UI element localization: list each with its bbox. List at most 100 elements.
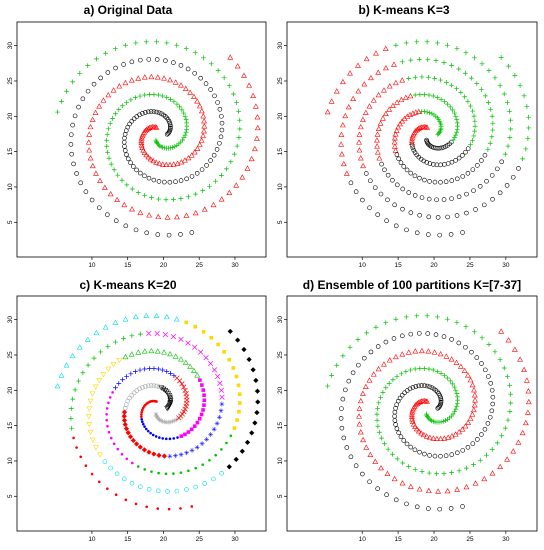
scatter-point <box>155 232 161 237</box>
scatter-point <box>384 492 389 498</box>
scatter-point <box>215 68 221 73</box>
scatter-point <box>350 370 356 376</box>
scatter-point <box>156 366 161 372</box>
scatter-point <box>141 422 145 426</box>
scatter-point <box>148 124 154 130</box>
scatter-point <box>524 104 530 109</box>
y-tick-label: 30 <box>277 42 284 50</box>
scatter-point <box>425 415 431 421</box>
y-tick-label: 10 <box>277 183 284 191</box>
scatter-point <box>445 214 450 220</box>
scatter-point <box>237 117 243 123</box>
scatter-point <box>190 505 194 508</box>
scatter-point <box>143 425 146 428</box>
scatter-point <box>168 125 173 131</box>
scatter-point <box>164 214 171 220</box>
scatter-point <box>392 131 399 137</box>
scatter-point <box>148 109 154 114</box>
scatter-point <box>128 97 134 103</box>
y-tick-label: 5 <box>7 220 14 224</box>
scatter-point <box>138 57 143 63</box>
scatter-point <box>158 418 164 424</box>
scatter-point <box>155 141 160 147</box>
scatter-point <box>123 223 129 229</box>
scatter-point <box>198 137 205 143</box>
scatter-point <box>412 423 419 429</box>
scatter-point <box>100 372 107 378</box>
scatter-point <box>375 423 381 429</box>
scatter-point <box>244 165 251 171</box>
panel-c: c) K-means K=20 10 15 20 25 30 5 10 15 20 25 30 <box>7 278 267 543</box>
scatter-point <box>110 362 117 368</box>
scatter-point <box>129 480 135 486</box>
panel-a-frame <box>16 21 267 258</box>
scatter-point <box>479 61 485 67</box>
scatter-point <box>89 391 96 397</box>
scatter-point <box>105 149 110 155</box>
scatter-point <box>85 362 91 368</box>
scatter-point <box>463 50 469 56</box>
scatter-point <box>409 407 416 413</box>
scatter-point <box>362 383 369 389</box>
scatter-point <box>172 418 178 423</box>
scatter-point <box>422 177 427 183</box>
scatter-point <box>224 166 229 172</box>
scatter-point <box>124 100 129 105</box>
scatter-point <box>435 488 442 494</box>
scatter-point <box>194 372 201 378</box>
y-tick-label: 25 <box>7 351 14 359</box>
scatter-point <box>164 437 168 441</box>
scatter-point <box>198 349 204 355</box>
scatter-point <box>207 360 214 367</box>
scatter-point <box>386 83 393 89</box>
scatter-point <box>469 75 474 81</box>
scatter-point <box>376 400 382 406</box>
y-tick-label: 15 <box>277 148 284 156</box>
scatter-point <box>69 425 75 431</box>
scatter-point <box>485 147 491 152</box>
scatter-point <box>353 463 359 469</box>
scatter-point <box>419 195 425 200</box>
scatter-point <box>441 435 448 441</box>
scatter-point <box>192 209 199 216</box>
scatter-point <box>434 471 439 477</box>
scatter-point <box>123 42 128 48</box>
scatter-point <box>145 109 151 115</box>
scatter-point <box>157 417 163 423</box>
scatter-point <box>356 421 363 427</box>
scatter-point <box>360 436 367 443</box>
scatter-point <box>105 407 109 410</box>
scatter-point <box>122 421 128 428</box>
scatter-point <box>68 406 74 412</box>
scatter-point <box>142 366 148 372</box>
scatter-point <box>105 212 110 217</box>
scatter-point <box>471 402 478 408</box>
scatter-point <box>85 63 91 69</box>
scatter-point <box>432 453 438 459</box>
scatter-point <box>490 120 496 126</box>
scatter-point <box>107 430 111 434</box>
scatter-point <box>510 174 516 180</box>
scatter-point <box>490 127 496 133</box>
scatter-point <box>418 347 425 354</box>
scatter-point <box>329 372 335 378</box>
y-tick-label: 15 <box>277 422 284 430</box>
scatter-point <box>340 160 347 167</box>
scatter-point <box>219 401 225 407</box>
scatter-point <box>414 313 420 319</box>
scatter-point <box>105 344 111 349</box>
scatter-point <box>97 480 101 484</box>
scatter-point <box>141 408 144 412</box>
scatter-point <box>373 50 379 56</box>
scatter-point <box>353 189 359 195</box>
scatter-point <box>230 91 236 97</box>
scatter-point <box>471 462 476 468</box>
scatter-point <box>355 62 361 68</box>
panel-b-title: b) K-means K=3 <box>358 3 449 17</box>
scatter-point <box>402 94 409 100</box>
scatter-point <box>140 385 145 390</box>
scatter-point <box>153 159 160 165</box>
scatter-point <box>488 381 493 386</box>
scatter-point <box>122 316 129 322</box>
scatter-point <box>399 118 406 124</box>
